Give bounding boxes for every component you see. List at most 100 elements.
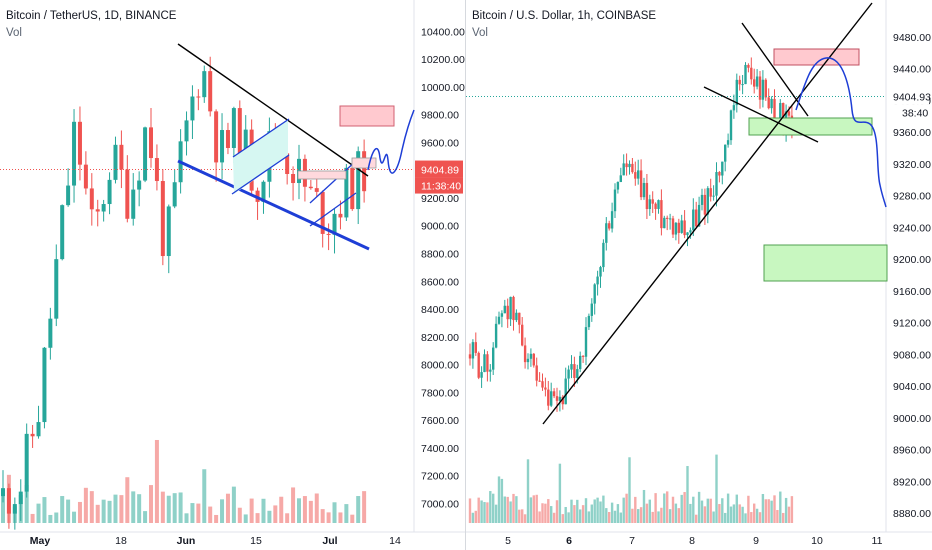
volume-bar bbox=[113, 494, 118, 523]
volume-bar bbox=[599, 501, 602, 523]
y-tick-label: 8000.00 bbox=[421, 360, 459, 372]
volume-bar bbox=[166, 495, 171, 523]
volume-bar bbox=[326, 512, 331, 523]
candle-body bbox=[72, 121, 77, 186]
candle-body bbox=[532, 353, 535, 366]
left-chart-pane[interactable]: Bitcoin / TetherUS, 1D, BINANCE Vol 1040… bbox=[0, 0, 466, 550]
candle-body bbox=[509, 296, 512, 320]
volume-bar bbox=[547, 499, 550, 523]
volume-bar bbox=[625, 493, 628, 523]
volume-bar bbox=[660, 507, 663, 523]
volume-bar bbox=[231, 486, 236, 523]
candle-body bbox=[350, 167, 355, 210]
candle-body bbox=[779, 103, 782, 126]
volume-bar bbox=[692, 496, 695, 523]
candle-body bbox=[686, 232, 689, 236]
candle-body bbox=[590, 303, 593, 316]
volume-bar bbox=[532, 495, 535, 523]
y-tick-label: 9280.00 bbox=[893, 191, 931, 203]
pane-divider[interactable] bbox=[465, 0, 466, 550]
right-chart-pane[interactable]: Bitcoin / U.S. Dollar, 1h, COINBASE Vol … bbox=[466, 0, 932, 550]
x-tick-label: 18 bbox=[115, 535, 127, 547]
candle-body bbox=[60, 205, 65, 260]
candle-body bbox=[83, 164, 88, 189]
target-zone bbox=[763, 244, 888, 282]
volume-bar bbox=[184, 513, 189, 523]
volume-bar bbox=[500, 478, 504, 523]
candle-body bbox=[338, 213, 343, 218]
wedge-upper-line bbox=[741, 22, 809, 117]
volume-bar bbox=[214, 514, 219, 523]
volume-bar bbox=[790, 496, 794, 523]
candle-body bbox=[149, 127, 153, 159]
volume-bar bbox=[697, 491, 701, 523]
candle-body bbox=[558, 396, 562, 401]
volume-bar bbox=[131, 491, 136, 523]
candle-body bbox=[291, 173, 296, 184]
candle-body bbox=[755, 76, 759, 87]
candle-body bbox=[732, 105, 736, 111]
right-chart-canvas[interactable]: 9480.009440.009400.009360.009320.009280.… bbox=[466, 0, 932, 550]
volume-bar bbox=[573, 505, 576, 523]
x-tick-label: Jun bbox=[177, 535, 196, 547]
candle-body bbox=[671, 218, 675, 235]
volume-bar bbox=[622, 497, 625, 523]
volume-bar bbox=[750, 512, 753, 523]
candle-body bbox=[622, 163, 625, 176]
y-tick-label: 9320.00 bbox=[893, 159, 931, 171]
volume-bar bbox=[712, 511, 715, 523]
volume-bar bbox=[54, 512, 59, 523]
volume-bar bbox=[107, 500, 112, 523]
volume-bar bbox=[77, 501, 82, 523]
flag-upper-line bbox=[309, 159, 358, 204]
volume-bar bbox=[654, 493, 657, 523]
volume-bar bbox=[593, 499, 596, 523]
volume-bar bbox=[680, 494, 683, 523]
last-price-tag bbox=[887, 87, 929, 105]
candle-body bbox=[576, 369, 579, 378]
candle-body bbox=[761, 79, 765, 100]
x-tick-label: 11 bbox=[872, 535, 883, 547]
volume-bar bbox=[83, 487, 88, 523]
candle-body bbox=[214, 111, 219, 163]
candle-body bbox=[113, 144, 118, 180]
volume-bar bbox=[308, 500, 313, 523]
volume-bar bbox=[36, 503, 41, 523]
left-chart-canvas[interactable]: 10400.00 10200.00 10000.00 9800.00 9600.00 94… bbox=[0, 0, 466, 550]
candle-body bbox=[613, 189, 617, 212]
candle-body bbox=[18, 491, 23, 505]
volume-bar bbox=[1, 496, 5, 523]
volume-bar bbox=[773, 495, 776, 523]
rising-channel bbox=[233, 120, 288, 194]
candle-body bbox=[645, 182, 649, 209]
candle-body bbox=[544, 387, 547, 390]
candle-body bbox=[724, 144, 727, 162]
rising-trendline bbox=[542, 2, 873, 425]
y-tick-label: 10200.00 bbox=[421, 54, 465, 66]
y-tick-label: 8200.00 bbox=[421, 332, 459, 344]
volume-bar bbox=[770, 500, 773, 523]
right-chart-header: Bitcoin / U.S. Dollar, 1h, COINBASE Vol bbox=[472, 9, 656, 40]
volume-bar bbox=[602, 495, 605, 523]
volume-bar bbox=[570, 499, 573, 523]
y-tick-label: 9040.00 bbox=[893, 381, 931, 393]
volume-bar bbox=[521, 509, 524, 523]
candle-body bbox=[726, 140, 730, 145]
volume-bar bbox=[674, 503, 678, 523]
countdown-tag bbox=[415, 177, 463, 194]
volume-bar bbox=[143, 511, 148, 523]
candle-body bbox=[24, 433, 29, 492]
x-tick-label: 14 bbox=[389, 535, 401, 547]
candle-body bbox=[77, 121, 82, 165]
volume-bar bbox=[683, 492, 686, 523]
volume-bar bbox=[255, 513, 260, 523]
candle-body bbox=[471, 342, 475, 359]
candle-body bbox=[764, 79, 767, 98]
y-tick-label: 8600.00 bbox=[421, 276, 459, 288]
volume-bar bbox=[208, 506, 213, 523]
y-tick-label: 8400.00 bbox=[421, 304, 459, 316]
volume-bar bbox=[489, 491, 492, 523]
candle-body bbox=[261, 181, 266, 202]
candle-body bbox=[787, 111, 791, 116]
candle-body bbox=[125, 169, 130, 219]
